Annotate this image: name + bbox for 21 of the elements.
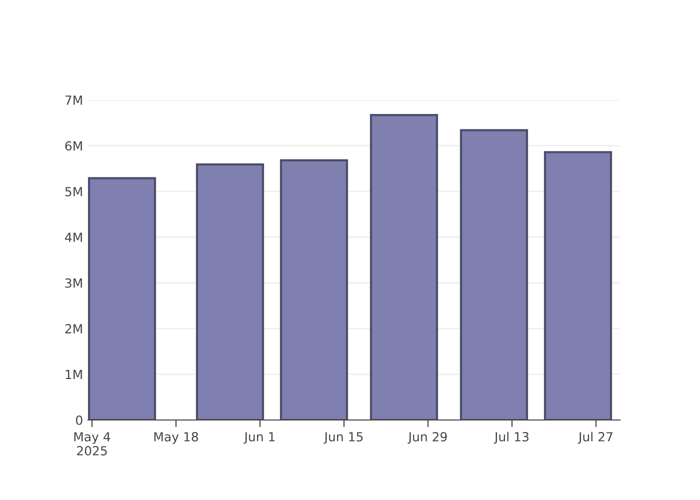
x-tick-label: Jul 27 [578, 432, 612, 444]
bar [370, 114, 438, 420]
y-tick-label: 1M [66, 370, 82, 380]
y-tick-label: 2M [65, 324, 82, 334]
bar [460, 129, 528, 420]
bar [280, 159, 348, 420]
y-tick-label: 4M [65, 232, 82, 242]
y-tick-label: 6M [65, 141, 82, 151]
bar [88, 177, 156, 420]
y-tick-label: 3M [65, 278, 82, 288]
x-tick-label: Jun 1 [244, 432, 275, 444]
bar [544, 151, 612, 420]
x-tick-label: Jun 15 [324, 432, 363, 444]
x-tick-label: Jun 29 [408, 432, 447, 444]
x-tick-label: May 18 [154, 432, 198, 444]
y-tick-label: 0 [76, 415, 82, 425]
y-tick-label: 5M [65, 187, 82, 196]
y-tick-label: 7M [65, 96, 82, 105]
x-tick-label: Jul 13 [494, 432, 528, 444]
x-tick-label: May 4 2025 [74, 432, 110, 456]
bar [196, 163, 264, 420]
